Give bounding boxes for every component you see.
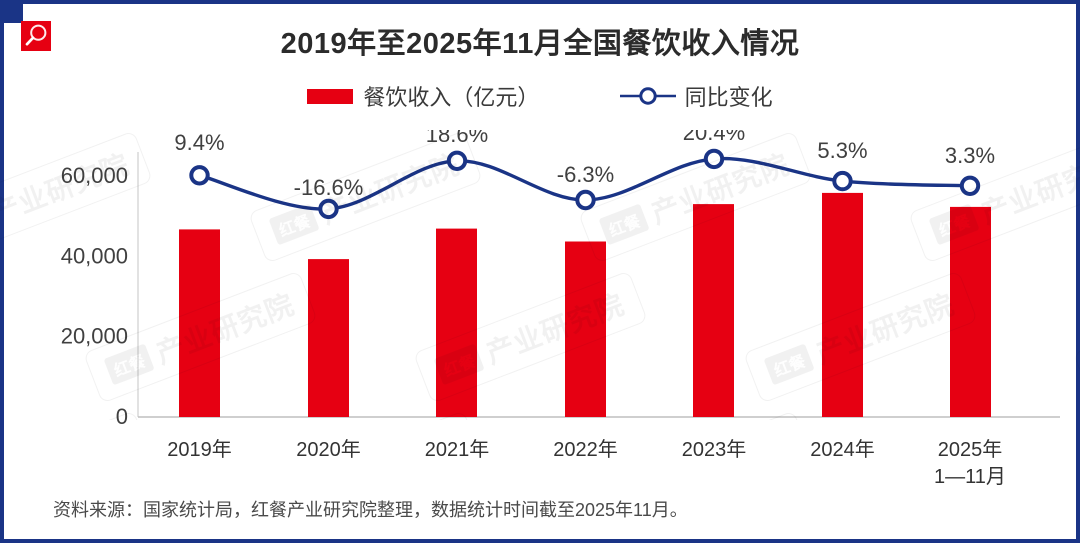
svg-text:3.3%: 3.3% — [945, 143, 995, 168]
svg-text:1—11月: 1—11月 — [934, 466, 1006, 488]
svg-text:18.6%: 18.6% — [426, 130, 488, 147]
svg-text:60,000: 60,000 — [61, 163, 128, 188]
svg-text:2024年: 2024年 — [810, 438, 875, 461]
svg-text:2025年: 2025年 — [938, 438, 1003, 461]
svg-text:2023年: 2023年 — [682, 438, 747, 461]
svg-text:2022年: 2022年 — [553, 438, 618, 461]
svg-text:-16.6%: -16.6% — [294, 175, 364, 200]
svg-text:20,000: 20,000 — [61, 324, 128, 349]
svg-text:2020年: 2020年 — [296, 438, 361, 461]
svg-text:20.4%: 20.4% — [683, 130, 745, 145]
svg-text:9.4%: 9.4% — [174, 130, 224, 155]
svg-text:5.3%: 5.3% — [817, 138, 867, 163]
svg-text:2021年: 2021年 — [425, 438, 490, 461]
svg-text:0: 0 — [116, 404, 128, 429]
svg-text:40,000: 40,000 — [61, 243, 128, 268]
svg-text:-6.3%: -6.3% — [557, 162, 614, 187]
svg-text:2019年: 2019年 — [167, 438, 232, 461]
